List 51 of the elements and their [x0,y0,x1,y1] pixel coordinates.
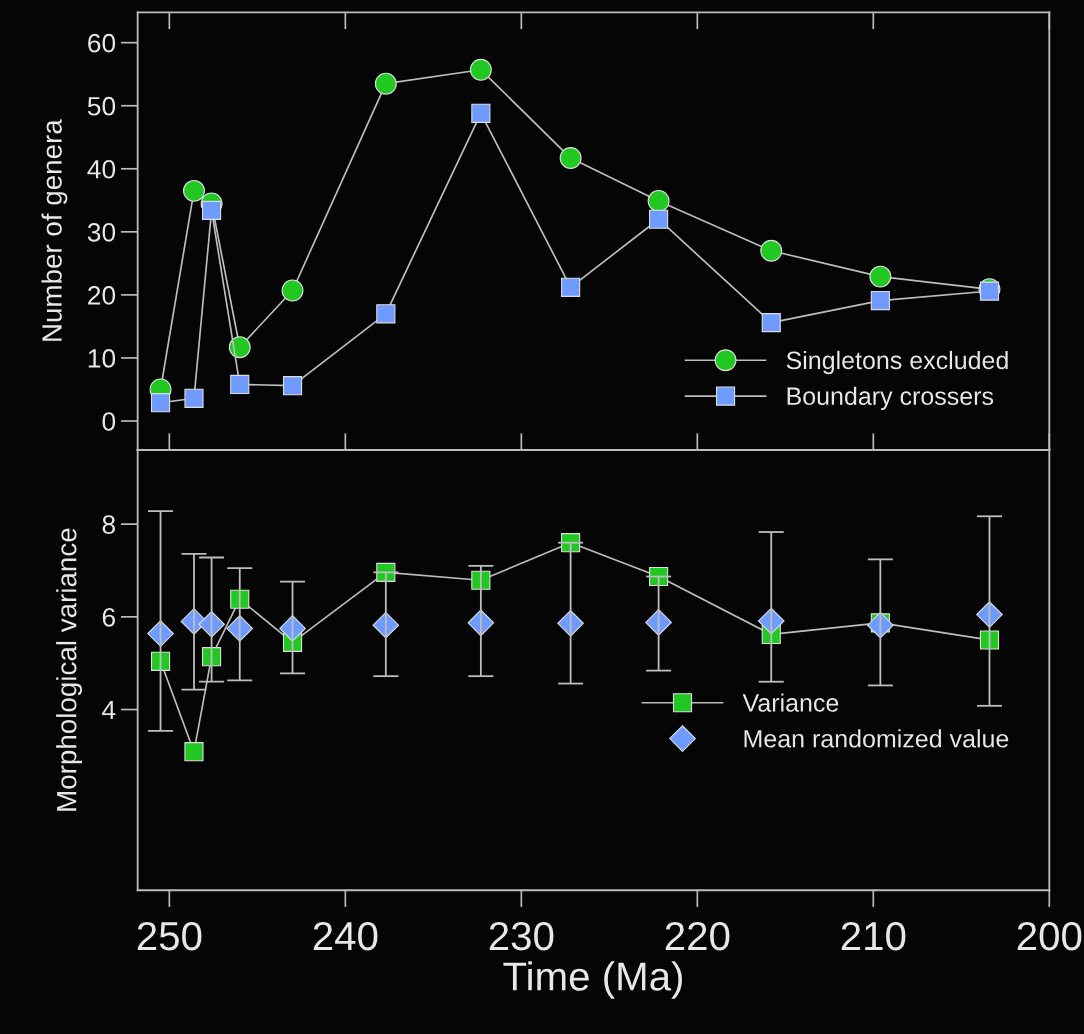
point [281,279,304,302]
y-tick-label: 40 [87,159,116,179]
legend-label: Variance [742,693,839,712]
point [469,58,492,81]
y-tick-label: 6 [102,607,115,627]
point [184,388,204,408]
x-tick-label: 230 [489,921,554,951]
point [279,615,306,642]
point [870,290,890,311]
legend-label: Boundary crossers [787,386,994,410]
point [649,209,669,229]
point [869,265,892,288]
point [761,313,781,333]
point [150,651,171,671]
point [561,277,581,297]
legend-label: Singletons excluded [786,350,1008,375]
x-axis-title: Time (Ma) [503,961,682,999]
y-axis-title: Morphological variance [56,528,83,811]
point [376,304,396,324]
point [147,620,174,647]
point [150,393,171,413]
y-tick-label: 10 [88,349,116,368]
x-tick-label: 250 [137,921,202,951]
y-tick-label: 60 [88,33,116,53]
x-tick-label: 200 [1017,921,1082,951]
point [471,103,491,123]
point [202,200,222,220]
point [198,610,225,638]
y-tick-label: 0 [102,412,116,431]
y-axis-title: Number of genera [41,119,68,341]
x-tick-label: 240 [313,921,378,951]
point [979,630,1000,650]
point [228,336,251,359]
x-tick-label: 210 [841,921,906,951]
point [559,147,582,170]
point [760,239,783,262]
point [230,374,250,395]
point [183,179,205,202]
y-tick-label: 20 [88,286,116,305]
y-tick-label: 4 [102,700,116,720]
point [647,189,670,212]
point [374,72,397,95]
point [282,376,303,396]
y-tick-label: 8 [102,515,115,534]
point [202,647,222,667]
y-tick-label: 50 [87,96,116,116]
y-tick-label: 30 [87,222,116,242]
legend-label: Mean randomized value [744,729,1009,748]
x-tick-label: 220 [665,921,730,951]
point [976,601,1003,628]
point [184,742,204,762]
